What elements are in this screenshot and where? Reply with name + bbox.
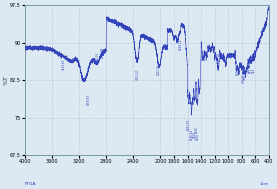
Text: 1450: 1450	[196, 134, 200, 140]
Text: 748.37: 748.37	[243, 71, 247, 80]
Text: 1465: 1465	[195, 126, 199, 133]
Text: FTGA: FTGA	[25, 182, 36, 186]
Text: 1360.00: 1360.00	[202, 49, 206, 60]
Text: 621: 621	[252, 68, 256, 73]
Text: 3433.41: 3433.41	[61, 59, 65, 70]
Text: 800: 800	[240, 60, 244, 65]
Text: 1143.04: 1143.04	[217, 52, 220, 63]
Text: 671: 671	[248, 68, 252, 73]
Text: 1500: 1500	[192, 131, 196, 138]
Text: 1cm: 1cm	[260, 182, 269, 186]
Text: 2331.20: 2331.20	[136, 69, 140, 80]
Text: 1694.14: 1694.14	[179, 39, 183, 50]
Text: 2021.00: 2021.00	[157, 64, 161, 75]
Text: 1583.97: 1583.97	[187, 119, 191, 130]
Text: 775.37: 775.37	[242, 73, 245, 83]
Text: 700: 700	[247, 68, 250, 73]
Text: 1310.00: 1310.00	[205, 49, 209, 60]
Text: 863.18: 863.18	[235, 66, 240, 75]
Text: 1540.14: 1540.14	[189, 129, 194, 140]
Text: 3059.97: 3059.97	[87, 94, 91, 105]
Text: 2920.36: 2920.36	[96, 52, 100, 63]
Y-axis label: %T: %T	[4, 75, 9, 85]
Text: 2851.28: 2851.28	[101, 47, 105, 58]
